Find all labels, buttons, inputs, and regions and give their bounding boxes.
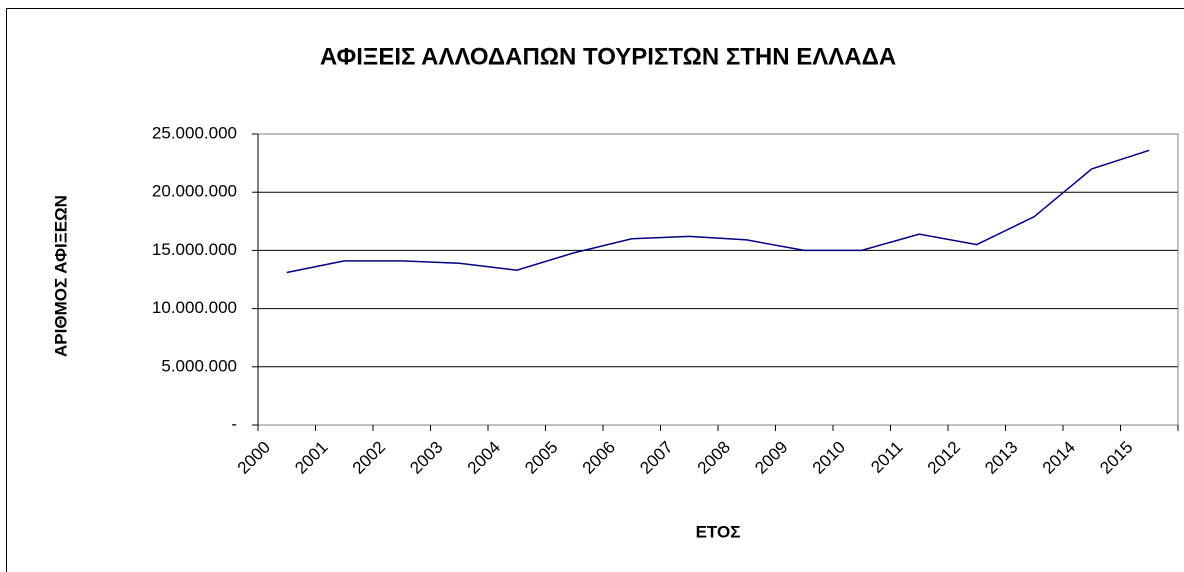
y-tick-label: 5.000.000 [161,356,237,375]
chart-title: ΑΦΙΞΕΙΣ ΑΛΛΟΔΑΠΩΝ ΤΟΥΡΙΣΤΩΝ ΣΤΗΝ ΕΛΛΑΔΑ [320,43,896,70]
x-axis-title: ΕΤΟΣ [696,522,741,541]
y-tick-label: 15.000.000 [152,240,237,259]
x-tick-label: 2013 [981,438,1021,478]
x-tick-label: 2005 [521,438,561,478]
y-tick-label: 10.000.000 [152,298,237,317]
x-tick-label: 2015 [1096,438,1136,478]
x-tick-label: 2007 [636,438,676,478]
y-tick-label: 25.000.000 [152,123,237,142]
x-tick-label: 2012 [924,438,964,478]
x-tick-label: 2002 [349,438,389,478]
x-tick-label: 2001 [291,438,331,478]
y-tick-label: - [231,414,237,433]
x-tick-label: 2000 [234,438,274,478]
x-tick-label: 2008 [694,438,734,478]
y-axis-title: ΑΡΙΘΜΟΣ ΑΦΙΞΕΩΝ [51,195,70,357]
x-tick-label: 2010 [809,438,849,478]
plot-border [257,133,1179,426]
x-tick-label: 2004 [464,438,504,478]
x-tick-label: 2003 [406,438,446,478]
x-tick-label: 2009 [751,438,791,478]
chart-frame [6,8,1184,572]
x-tick-label: 2014 [1039,438,1079,478]
x-tick-label: 2011 [867,438,906,477]
data-line [286,149,1150,274]
y-tick-label: 20.000.000 [152,182,237,201]
x-tick-label: 2006 [579,438,619,478]
